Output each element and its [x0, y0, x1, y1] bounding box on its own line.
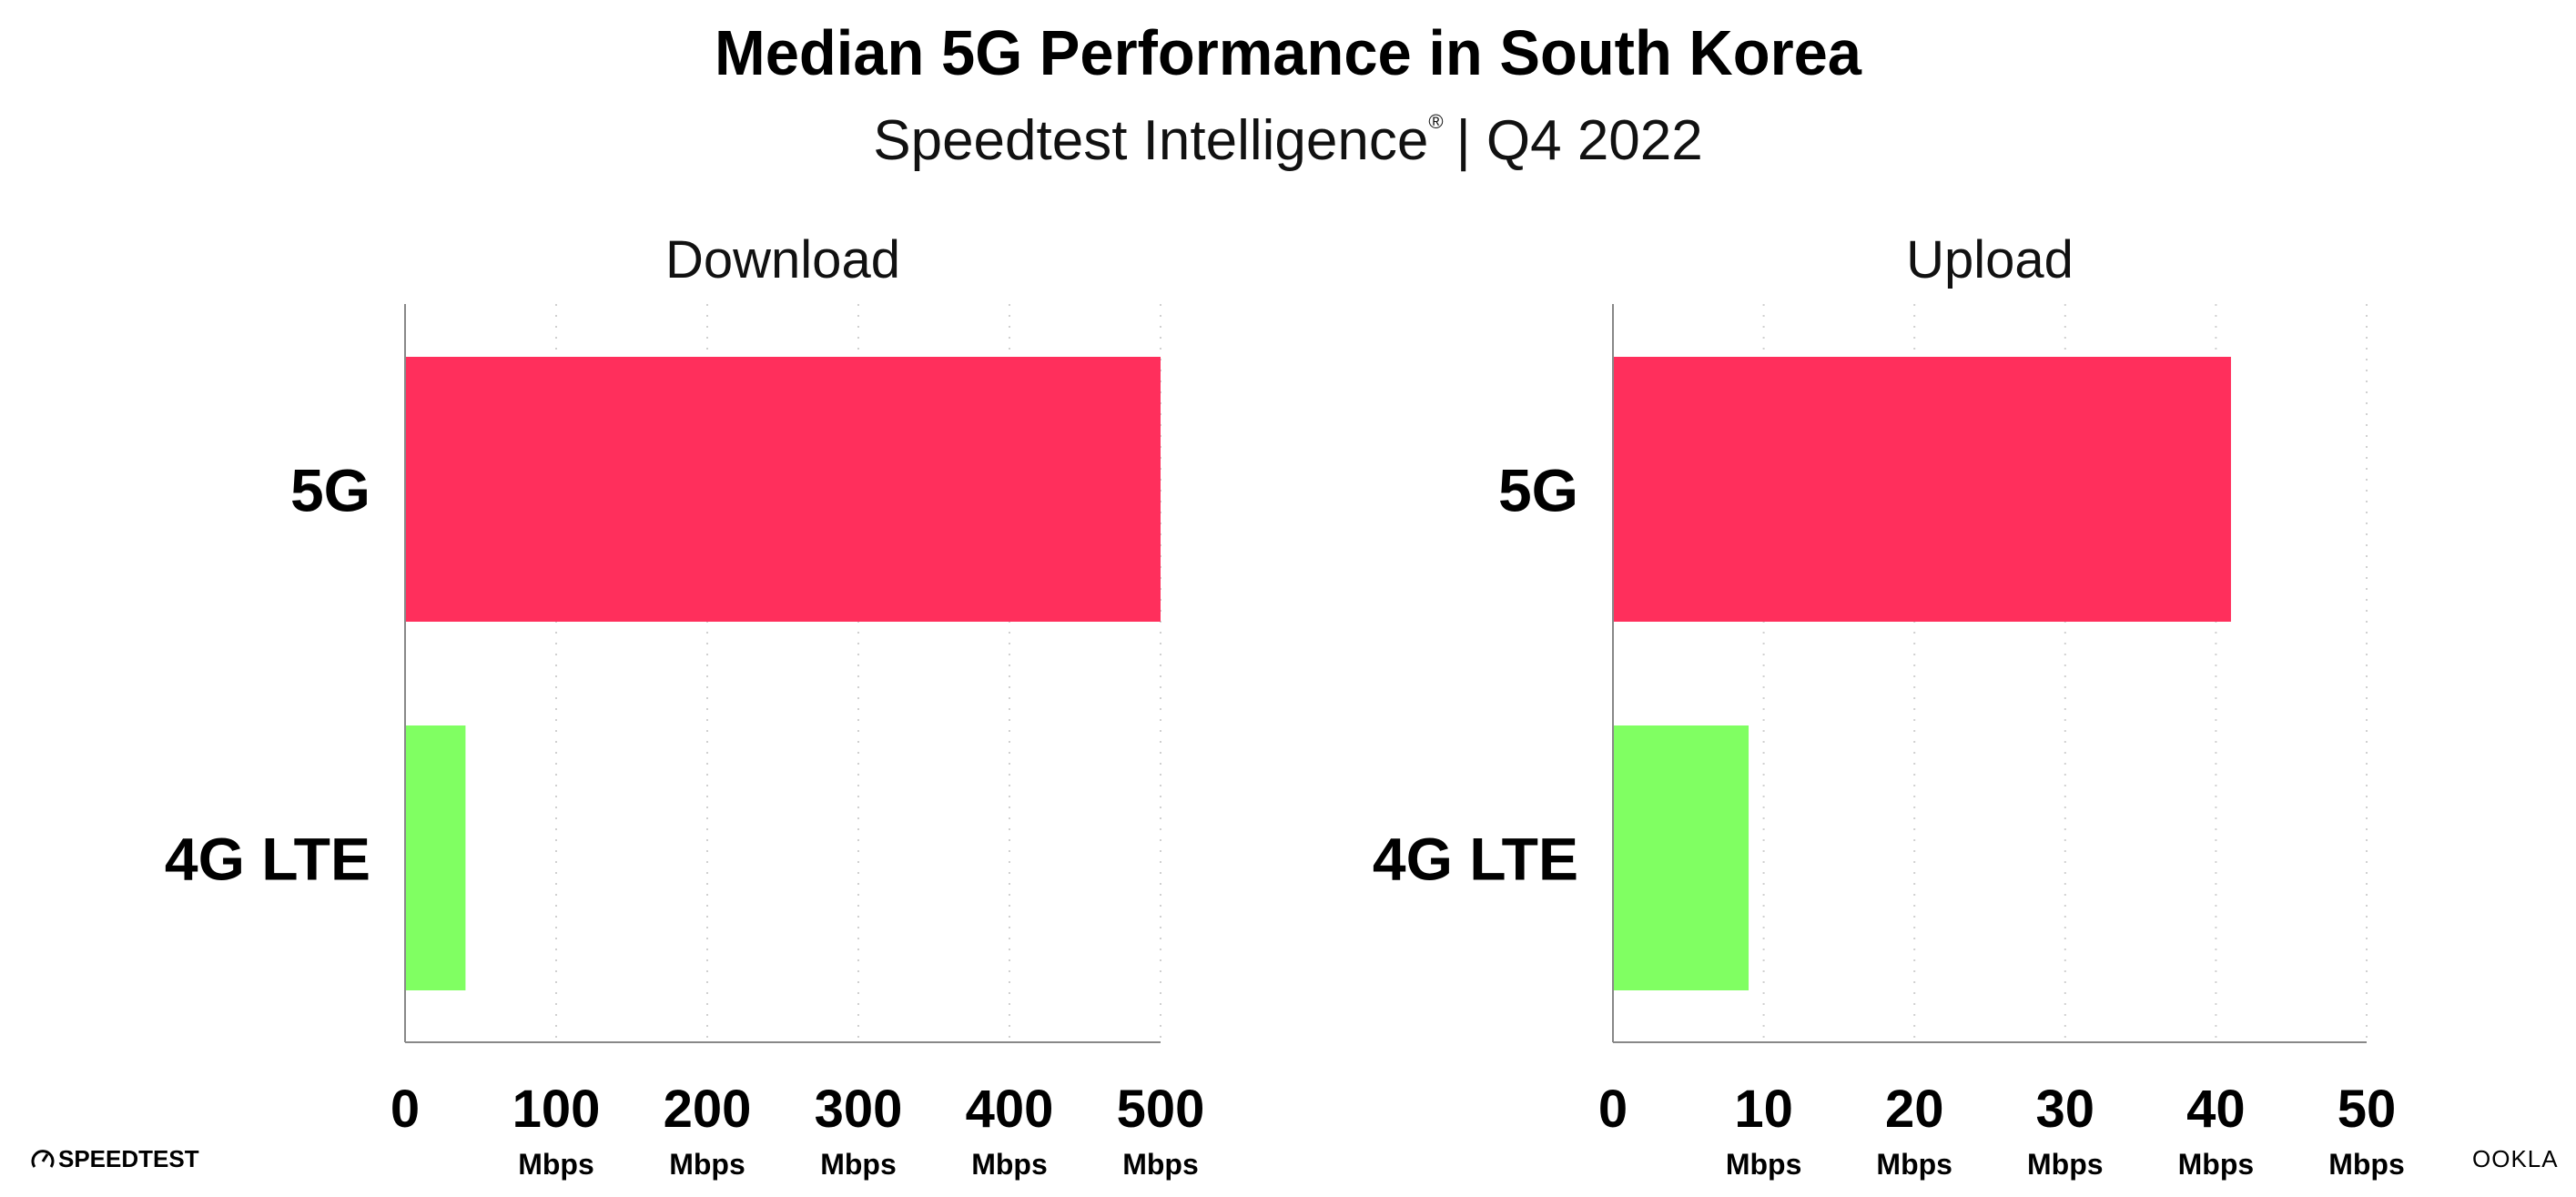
category-label: 4G LTE	[165, 826, 370, 893]
category-label: 5G	[1498, 457, 1578, 524]
registered-mark: ®	[1428, 110, 1443, 133]
tick-unit-label: Mbps	[2027, 1148, 2104, 1181]
tick-label: 40	[2186, 1080, 2246, 1139]
speedometer-needle	[41, 1153, 49, 1162]
tick-unit-label: Mbps	[1876, 1148, 1952, 1181]
tick-unit-label: Mbps	[669, 1148, 745, 1181]
tick-unit-label: Mbps	[1122, 1148, 1199, 1181]
tick-label: 100	[512, 1080, 601, 1139]
tick-label: 20	[1885, 1080, 1944, 1139]
tick-unit-label: Mbps	[820, 1148, 897, 1181]
tick-label: 30	[2036, 1080, 2095, 1139]
chart-subtitle: Speedtest Intelligence® | Q4 2022	[873, 109, 1703, 172]
bar-5g	[406, 357, 1161, 622]
category-label: 5G	[290, 457, 370, 524]
tick-label: 200	[664, 1080, 752, 1139]
tick-unit-label: Mbps	[518, 1148, 594, 1181]
ookla-logo: OOKLA	[2472, 1145, 2559, 1172]
subtitle-period: | Q4 2022	[1456, 109, 1703, 172]
panel-title: Upload	[1906, 230, 2074, 289]
speedtest-logo: SPEEDTEST	[31, 1145, 199, 1172]
svg-text:SPEEDTEST: SPEEDTEST	[58, 1145, 199, 1172]
panel-title: Download	[665, 230, 900, 289]
tick-label: 300	[815, 1080, 903, 1139]
tick-unit-label: Mbps	[971, 1148, 1048, 1181]
tick-label: 0	[1598, 1080, 1628, 1139]
subtitle-source: Speedtest Intelligence	[873, 109, 1428, 172]
bar-4g-lte	[406, 725, 466, 990]
chart-title: Median 5G Performance in South Korea	[715, 17, 1862, 88]
tick-label: 400	[966, 1080, 1054, 1139]
bar-5g	[1614, 357, 2231, 622]
bar-4g-lte	[1614, 725, 1749, 990]
category-label: 4G LTE	[1373, 826, 1578, 893]
tick-label: 500	[1117, 1080, 1205, 1139]
tick-label: 0	[390, 1080, 420, 1139]
tick-label: 10	[1734, 1080, 1793, 1139]
tick-unit-label: Mbps	[2178, 1148, 2255, 1181]
tick-unit-label: Mbps	[2328, 1148, 2405, 1181]
tick-unit-label: Mbps	[1726, 1148, 1802, 1181]
tick-label: 50	[2338, 1080, 2397, 1139]
speedometer-icon	[31, 1150, 55, 1168]
